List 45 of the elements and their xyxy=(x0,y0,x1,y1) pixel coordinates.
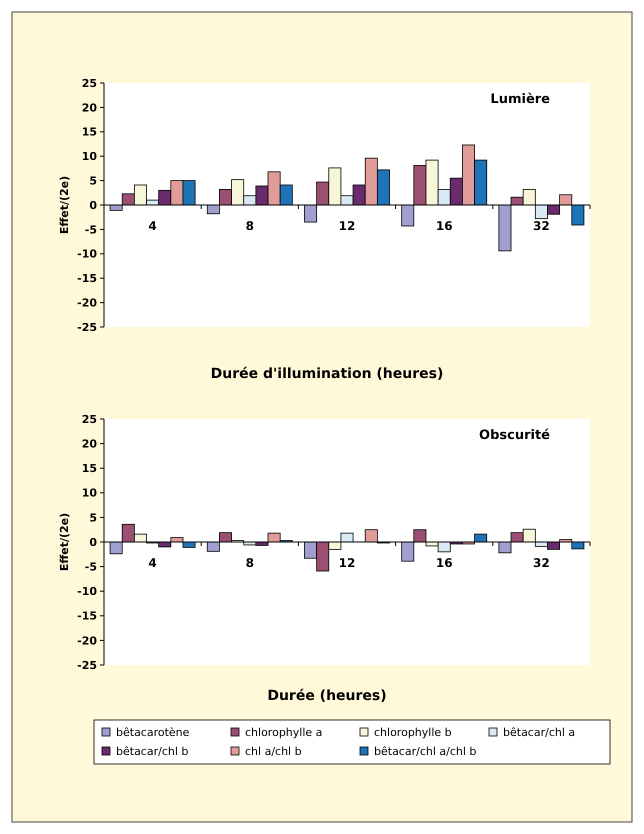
y-axis-title: Effet/(2e) xyxy=(58,176,71,234)
x-tick-label: 8 xyxy=(246,219,254,233)
legend-label: bêtacar/chl a/chl b xyxy=(374,744,476,758)
x-tick-label: 4 xyxy=(148,556,157,570)
x-tick-label: 12 xyxy=(338,556,356,570)
y-tick-label: 5 xyxy=(89,174,97,188)
y-tick-label: -5 xyxy=(84,223,97,236)
x-tick-label: 16 xyxy=(436,556,453,570)
x-axis-title: Durée (heures) xyxy=(267,688,387,704)
y-tick-label: -20 xyxy=(77,634,98,648)
y-tick-label: 10 xyxy=(82,486,98,500)
y-tick-label: -5 xyxy=(84,560,97,574)
x-axis-title: Durée d'illumination (heures) xyxy=(210,366,444,382)
y-tick-label: -10 xyxy=(77,248,98,261)
x-tick-label: 4 xyxy=(148,219,157,233)
y-tick-label: -20 xyxy=(77,296,98,310)
legend-label: bêtacar/chl b xyxy=(116,744,188,758)
y-tick-label: 5 xyxy=(89,511,97,524)
y-tick-label: -15 xyxy=(77,272,97,286)
y-tick-label: 10 xyxy=(82,150,98,164)
legend-label: chlorophylle b xyxy=(374,726,452,739)
y-tick-label: 20 xyxy=(82,437,98,450)
x-tick-label: 32 xyxy=(533,556,550,570)
legend-label: bêtacarotène xyxy=(116,726,190,739)
y-tick-label: 20 xyxy=(82,101,98,114)
y-tick-label: -25 xyxy=(77,658,97,672)
text: Obscurité xyxy=(479,428,550,443)
x-tick-label: 12 xyxy=(338,219,356,233)
y-tick-label: -10 xyxy=(77,585,98,598)
text: Lumière xyxy=(490,92,550,107)
y-tick-label: 15 xyxy=(82,126,97,139)
y-tick-label: 25 xyxy=(82,412,97,426)
legend-label: bêtacar/chl a xyxy=(503,726,576,739)
y-tick-label: 0 xyxy=(89,198,98,212)
x-tick-label: 8 xyxy=(246,556,254,570)
y-tick-label: 15 xyxy=(82,462,97,476)
y-axis-title: Effet/(2e) xyxy=(58,512,71,572)
x-tick-label: 32 xyxy=(533,219,550,233)
y-tick-label: -25 xyxy=(77,320,97,334)
y-tick-label: 0 xyxy=(89,536,98,549)
legend-label: chlorophylle a xyxy=(245,726,322,739)
x-tick-label: 16 xyxy=(436,219,453,233)
legend-label: chl a/chl b xyxy=(245,744,302,758)
y-tick-label: -15 xyxy=(77,610,97,623)
y-tick-label: 25 xyxy=(82,76,97,90)
